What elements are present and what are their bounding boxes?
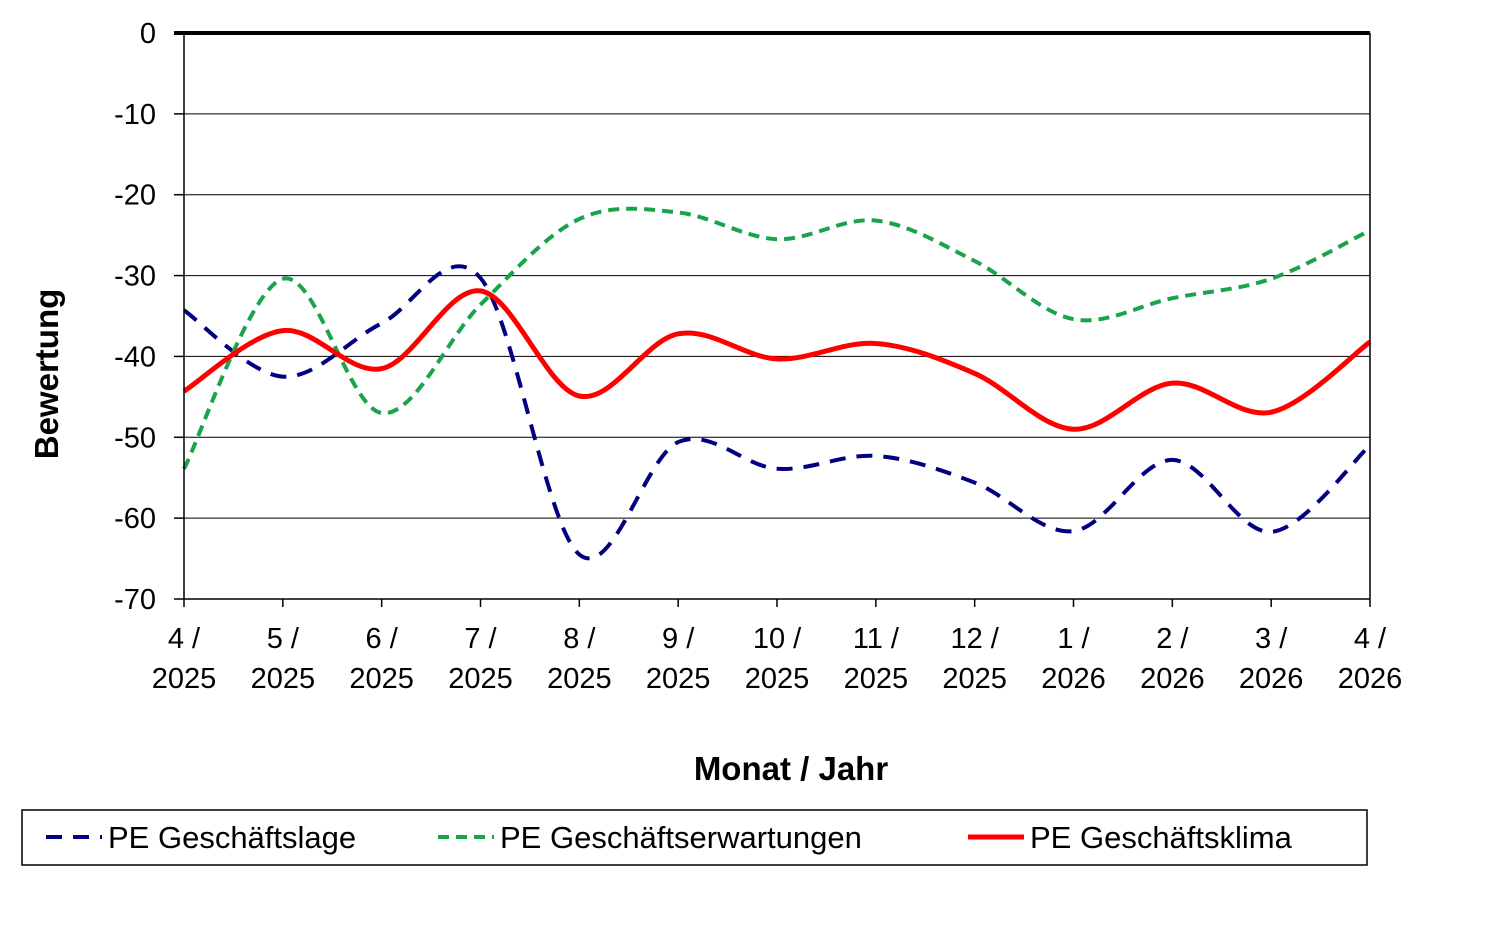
x-axis-title: Monat / Jahr [694, 750, 889, 787]
x-tick-label-year: 2025 [251, 663, 316, 695]
x-tick-label-month: 6 / [366, 623, 399, 655]
x-tick-label-month: 9 / [662, 623, 695, 655]
y-tick-label: -30 [114, 261, 156, 293]
x-tick-label-month: 8 / [563, 623, 596, 655]
x-tick-label-year: 2026 [1239, 663, 1304, 695]
x-tick-labels: 4 / 2025 5 / 2025 6 / 2025 7 / 2025 8 / 2025 9 / 20… [152, 623, 1403, 695]
x-tick-label-month: 11 / [853, 623, 900, 655]
x-tick-label-year: 2025 [349, 663, 414, 695]
x-tick-label-year: 2026 [1140, 663, 1205, 695]
legend-label: PE Geschäftserwartungen [500, 820, 862, 855]
axes [174, 31, 1371, 607]
y-tick-label: -10 [114, 99, 156, 131]
series-line-1 [182, 264, 1372, 561]
y-tick-label: -60 [114, 503, 156, 535]
y-tick-label: -50 [114, 422, 156, 454]
y-axis-title: Bewertung [28, 289, 65, 460]
x-tick-label-year: 2025 [745, 663, 810, 695]
x-tick-label-month: 7 / [464, 623, 497, 655]
y-tick-labels: 0 -10 -20 -30 -40 -50 -60 -70 [114, 18, 156, 616]
x-tick-label-year: 2025 [448, 663, 513, 695]
legend-label: PE Geschäftsklima [1030, 820, 1293, 855]
series-line-3 [182, 288, 1372, 432]
x-tick-label-month: 4 / [1354, 623, 1387, 655]
x-tick-label-year: 2026 [1338, 663, 1403, 695]
x-tick-label-year: 2025 [646, 663, 711, 695]
y-tick-label: -70 [114, 584, 156, 616]
y-tick-label: -40 [114, 341, 156, 373]
x-tick-label-month: 5 / [267, 623, 300, 655]
series-lines [182, 206, 1372, 561]
legend: PE Geschäftslage PE Geschäftserwartungen P… [21, 809, 1368, 866]
gridlines [174, 32, 1370, 600]
x-tick-label-month: 2 / [1156, 623, 1189, 655]
x-tick-label-year: 2025 [942, 663, 1007, 695]
y-tick-label: 0 [140, 18, 156, 50]
x-tick-label-month: 4 / [168, 623, 201, 655]
y-tick-label: -20 [114, 180, 156, 212]
x-tick-label-month: 3 / [1255, 623, 1288, 655]
legend-frame [21, 809, 1368, 866]
legend-label: PE Geschäftslage [108, 820, 356, 855]
x-tick-label-month: 1 / [1057, 623, 1090, 655]
x-tick-label-year: 2025 [547, 663, 612, 695]
x-tick-label-month: 12 / [950, 623, 999, 655]
series-line-2 [182, 206, 1371, 470]
x-tick-label-year: 2026 [1041, 663, 1106, 695]
x-tick-label-month: 10 / [753, 623, 802, 655]
x-tick-label-year: 2025 [152, 663, 217, 695]
x-tick-label-year: 2025 [844, 663, 909, 695]
